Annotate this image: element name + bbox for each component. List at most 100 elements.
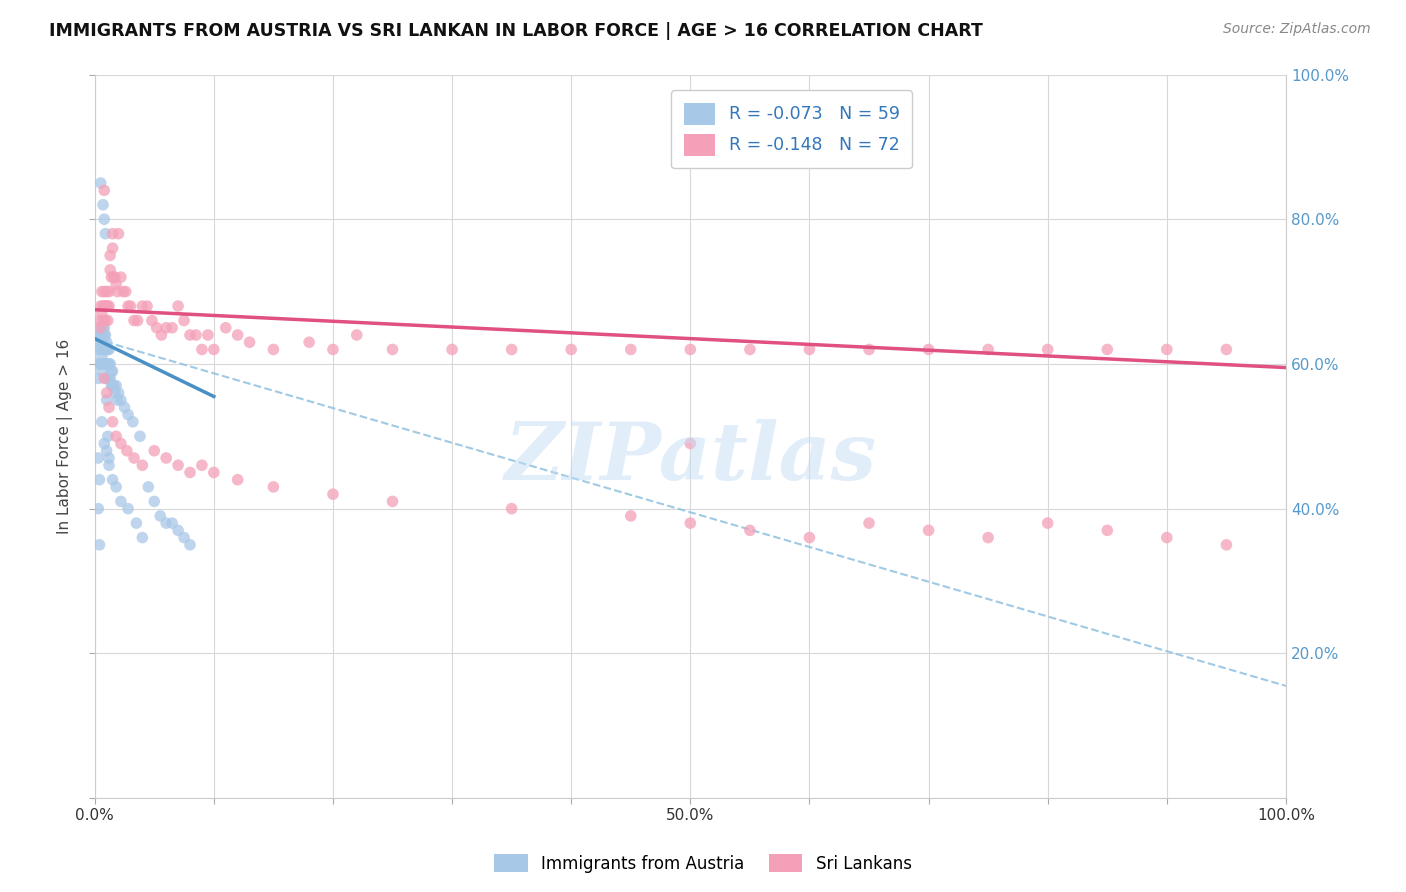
Point — [90, 335, 112, 350]
Text: IMMIGRANTS FROM AUSTRIA VS SRI LANKAN IN LABOR FORCE | AGE > 16 CORRELATION CHAR: IMMIGRANTS FROM AUSTRIA VS SRI LANKAN IN… — [49, 22, 983, 40]
Point — [93, 285, 115, 299]
Point — [145, 320, 167, 334]
Point — [98, 401, 121, 415]
Point — [89, 313, 111, 327]
Point — [115, 443, 138, 458]
Point — [90, 299, 112, 313]
Point — [120, 299, 142, 313]
Point — [143, 494, 166, 508]
Point — [96, 371, 118, 385]
Point — [226, 328, 249, 343]
Point — [89, 538, 111, 552]
Point — [131, 531, 153, 545]
Point — [977, 531, 1000, 545]
Point — [167, 458, 190, 473]
Point — [155, 320, 177, 334]
Point — [620, 343, 643, 357]
Point — [90, 328, 112, 343]
Point — [322, 487, 344, 501]
Point — [150, 328, 173, 343]
Point — [94, 227, 117, 241]
Point — [89, 328, 111, 343]
Point — [160, 516, 183, 530]
Point — [93, 183, 115, 197]
Point — [103, 378, 125, 392]
Point — [738, 343, 761, 357]
Point — [346, 328, 368, 343]
Point — [98, 285, 121, 299]
Point — [858, 343, 880, 357]
Point — [86, 343, 108, 357]
Point — [93, 436, 115, 450]
Point — [101, 227, 124, 241]
Point — [103, 270, 125, 285]
Point — [89, 473, 111, 487]
Point — [179, 538, 201, 552]
Point — [917, 343, 939, 357]
Point — [226, 473, 249, 487]
Point — [191, 458, 214, 473]
Point — [143, 443, 166, 458]
Point — [117, 501, 139, 516]
Point — [679, 516, 702, 530]
Point — [121, 415, 143, 429]
Point — [1156, 343, 1178, 357]
Point — [1097, 343, 1119, 357]
Point — [100, 364, 122, 378]
Point — [381, 343, 404, 357]
Point — [94, 357, 117, 371]
Point — [105, 378, 128, 392]
Point — [96, 285, 118, 299]
Point — [93, 371, 115, 385]
Point — [98, 299, 121, 313]
Point — [98, 263, 121, 277]
Point — [96, 443, 118, 458]
Point — [94, 313, 117, 327]
Point — [98, 371, 121, 385]
Point — [1036, 343, 1059, 357]
Point — [184, 328, 207, 343]
Point — [90, 306, 112, 320]
Point — [122, 313, 145, 327]
Point — [858, 516, 880, 530]
Point — [91, 335, 114, 350]
Point — [117, 408, 139, 422]
Point — [322, 343, 344, 357]
Point — [96, 299, 118, 313]
Text: ZIPatlas: ZIPatlas — [505, 419, 876, 497]
Point — [381, 494, 404, 508]
Point — [90, 364, 112, 378]
Point — [97, 429, 120, 443]
Point — [90, 350, 112, 364]
Point — [215, 320, 238, 334]
Point — [97, 313, 120, 327]
Point — [114, 285, 136, 299]
Point — [136, 480, 159, 494]
Point — [149, 508, 172, 523]
Point — [94, 343, 117, 357]
Point — [173, 313, 195, 327]
Text: Source: ZipAtlas.com: Source: ZipAtlas.com — [1223, 22, 1371, 37]
Point — [560, 343, 582, 357]
Point — [97, 343, 120, 357]
Point — [87, 450, 110, 465]
Point — [90, 328, 112, 343]
Point — [679, 436, 702, 450]
Point — [202, 343, 225, 357]
Point — [110, 393, 132, 408]
Point — [160, 320, 183, 334]
Point — [127, 313, 149, 327]
Point — [94, 328, 117, 343]
Point — [799, 531, 821, 545]
Point — [679, 343, 702, 357]
Point — [91, 320, 114, 334]
Point — [298, 335, 321, 350]
Point — [93, 328, 115, 343]
Point — [141, 313, 163, 327]
Point — [96, 335, 118, 350]
Point — [100, 270, 122, 285]
Point — [101, 241, 124, 255]
Point — [110, 436, 132, 450]
Point — [110, 270, 132, 285]
Point — [262, 480, 284, 494]
